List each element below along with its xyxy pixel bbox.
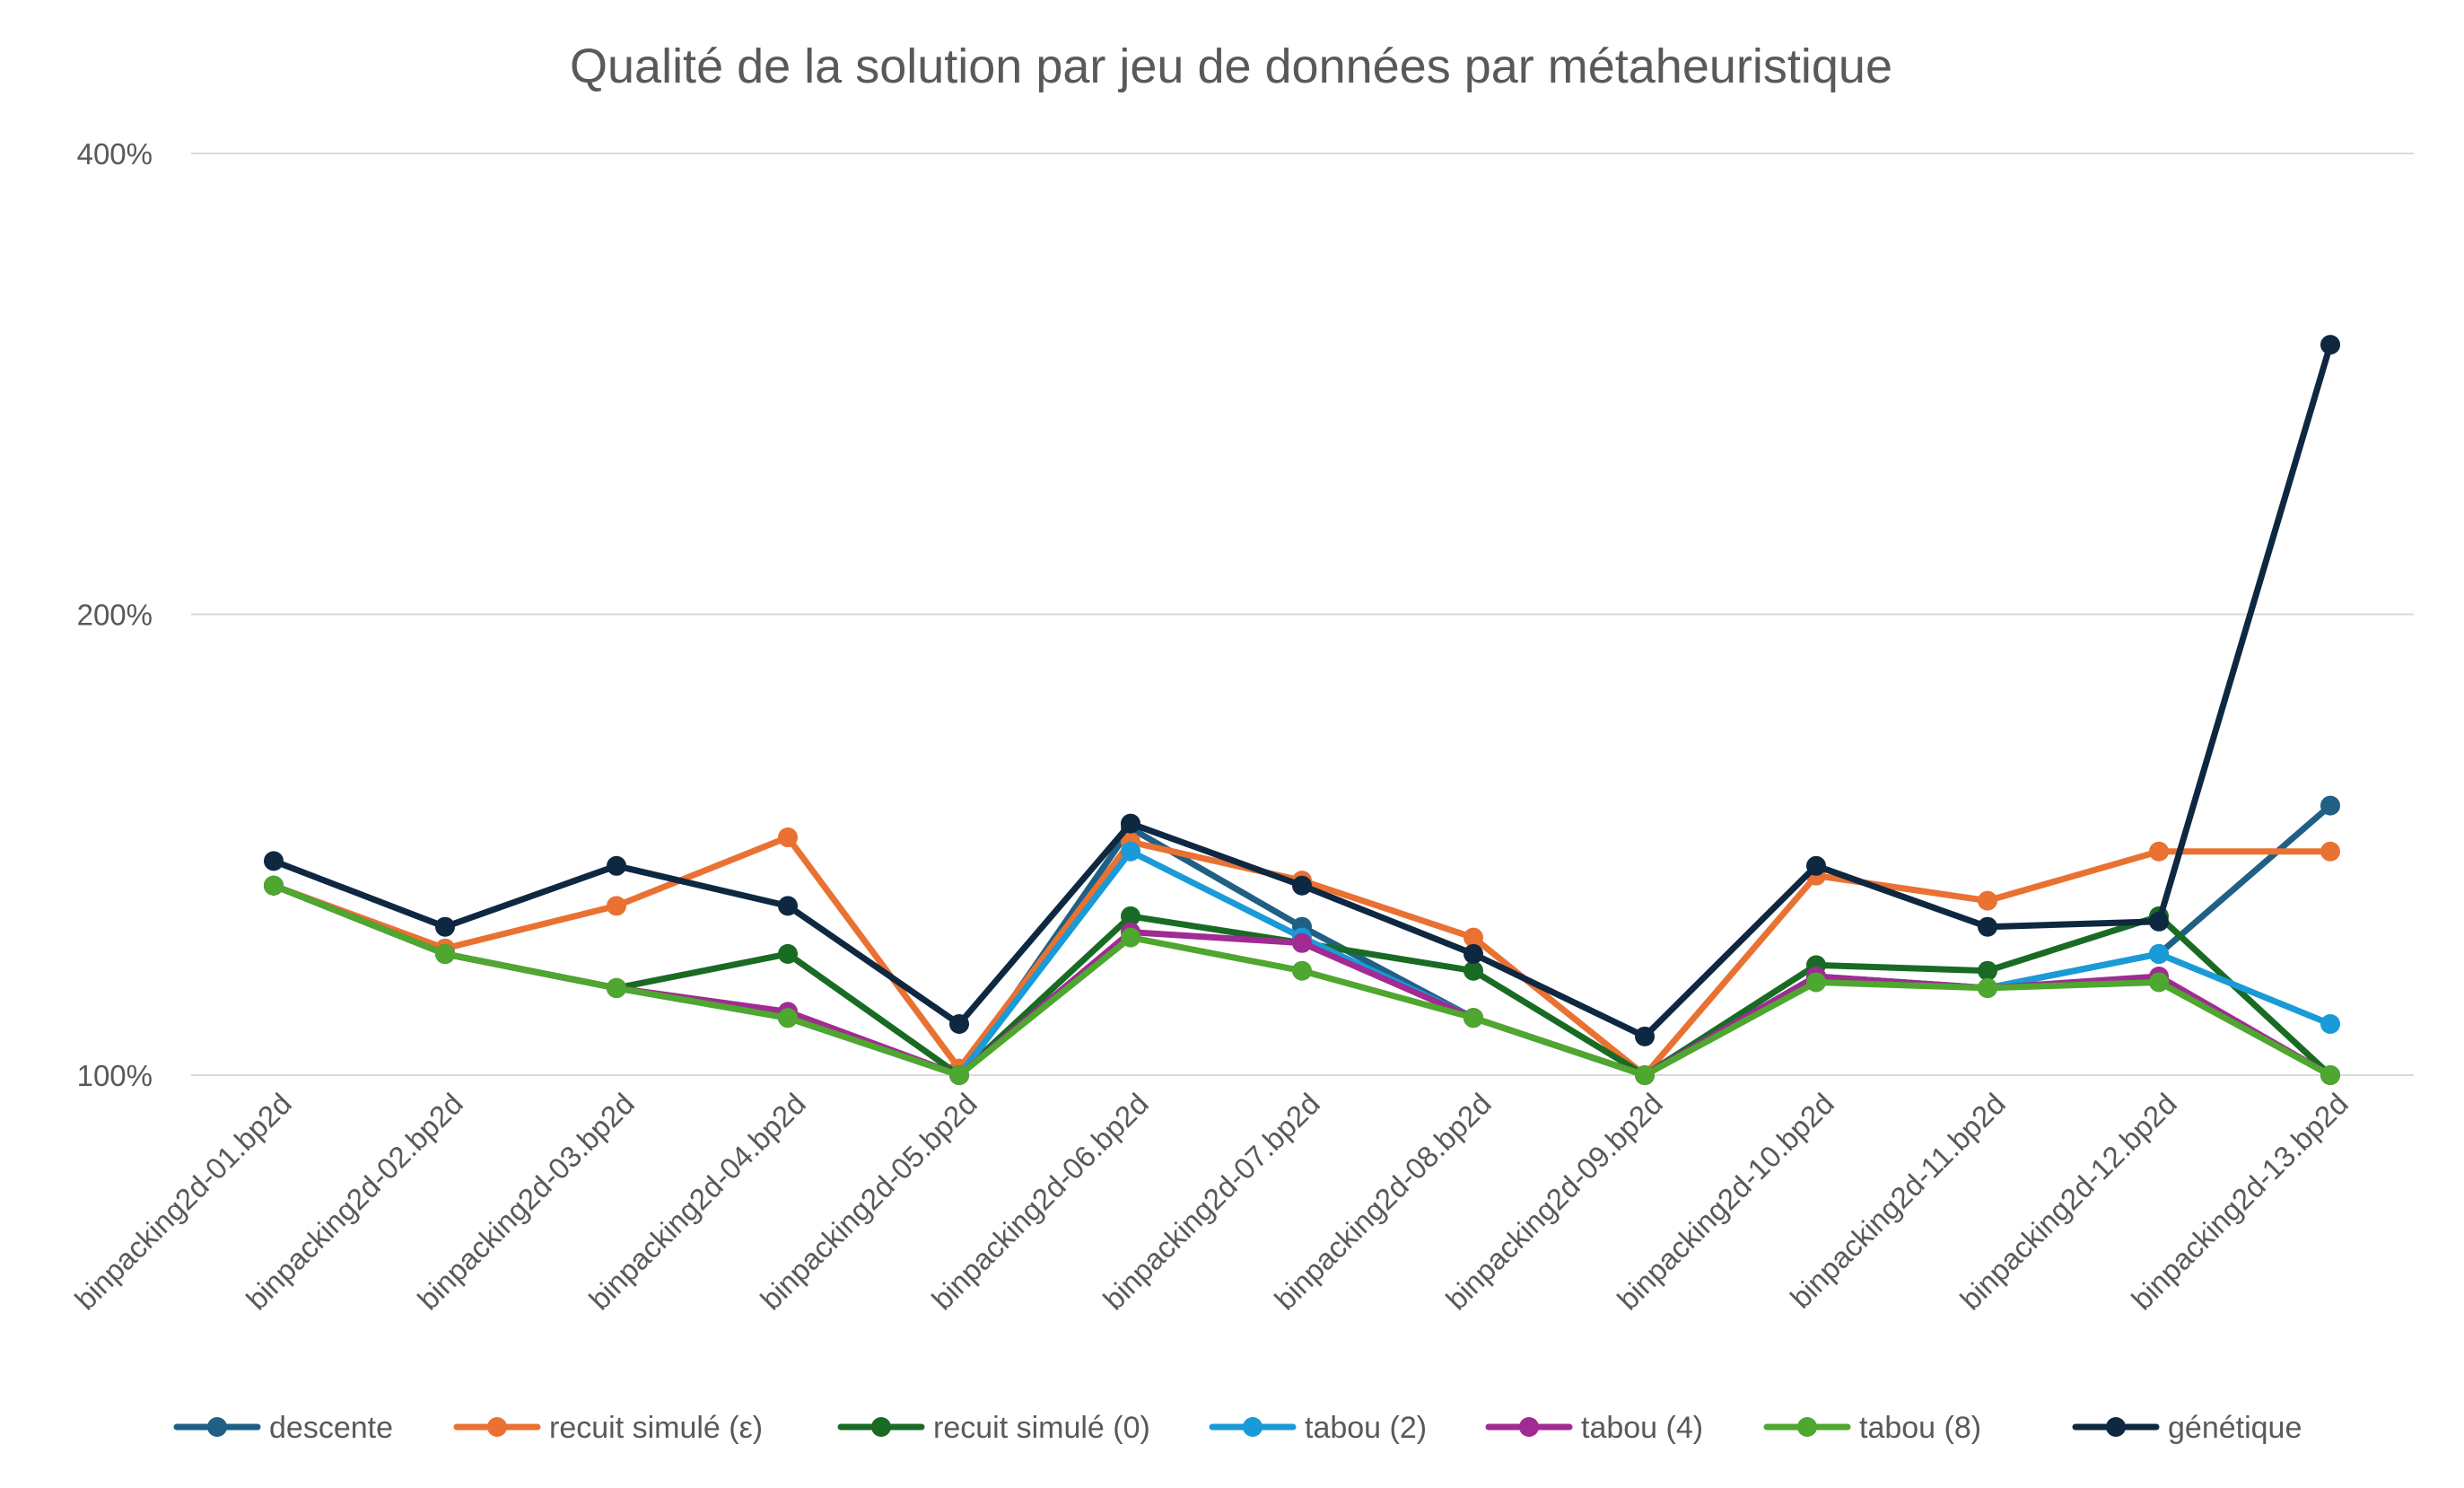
data-point[interactable]: [1464, 1008, 1483, 1028]
data-point[interactable]: [1464, 960, 1483, 981]
y-tick-label: 200%: [77, 599, 153, 632]
legend-label: tabou (2): [1305, 1411, 1427, 1445]
legend-label: recuit simulé (ε): [549, 1411, 763, 1445]
data-point[interactable]: [2320, 1013, 2340, 1034]
data-point[interactable]: [1978, 916, 1997, 937]
data-point[interactable]: [607, 896, 626, 916]
legend-label: descente: [269, 1411, 393, 1445]
data-point[interactable]: [1121, 841, 1140, 862]
y-tick-label: 100%: [77, 1059, 153, 1092]
data-point[interactable]: [1121, 906, 1140, 926]
legend-label: tabou (8): [1859, 1411, 1981, 1445]
data-point[interactable]: [607, 977, 626, 998]
data-point[interactable]: [1292, 932, 1312, 953]
y-axis-ticks: 100% 200% 400%: [77, 137, 153, 1092]
data-point[interactable]: [1978, 977, 1997, 998]
data-point[interactable]: [264, 875, 284, 896]
data-point[interactable]: [1806, 855, 1826, 876]
data-point[interactable]: [2149, 841, 2169, 862]
data-point[interactable]: [1464, 927, 1483, 948]
data-point[interactable]: [949, 1065, 969, 1085]
data-point[interactable]: [2149, 911, 2169, 932]
data-point[interactable]: [778, 1008, 798, 1028]
legend-item[interactable]: descente: [173, 1411, 393, 1445]
data-point[interactable]: [778, 943, 798, 964]
data-point[interactable]: [1978, 960, 1997, 981]
legend-marker: [871, 1417, 891, 1437]
legend-marker: [1243, 1417, 1263, 1437]
data-point[interactable]: [1464, 943, 1483, 964]
legend-marker: [1797, 1417, 1817, 1437]
data-point[interactable]: [607, 855, 626, 876]
data-point[interactable]: [435, 916, 455, 937]
data-point[interactable]: [435, 943, 455, 964]
legend-item[interactable]: tabou (2): [1209, 1411, 1427, 1445]
legend-item[interactable]: tabou (4): [1485, 1411, 1703, 1445]
data-point[interactable]: [2149, 943, 2169, 964]
legend[interactable]: descente recuit simulé (ε) recuit simulé (…: [173, 1411, 2302, 1445]
data-point[interactable]: [2320, 335, 2340, 355]
data-point[interactable]: [2320, 795, 2340, 816]
legend-marker: [487, 1417, 507, 1437]
series-6: [264, 335, 2340, 1046]
legend-label: tabou (4): [1581, 1411, 1703, 1445]
legend-label: génétique: [2168, 1411, 2302, 1445]
data-point[interactable]: [1635, 1065, 1655, 1085]
legend-item[interactable]: tabou (8): [1763, 1411, 1981, 1445]
legend-marker: [1519, 1417, 1539, 1437]
data-point[interactable]: [778, 896, 798, 916]
gridlines: [191, 153, 2414, 1076]
data-point[interactable]: [778, 827, 798, 848]
data-point[interactable]: [1121, 813, 1140, 834]
legend-item[interactable]: génétique: [2072, 1411, 2302, 1445]
legend-marker: [207, 1417, 227, 1437]
legend-marker: [2106, 1417, 2126, 1437]
data-point[interactable]: [1292, 960, 1312, 981]
chart-title: Qualité de la solution par jeu de donnée…: [570, 39, 1892, 93]
data-point[interactable]: [2320, 1065, 2340, 1085]
y-tick-label: 400%: [77, 137, 153, 171]
data-point[interactable]: [949, 1013, 969, 1034]
series-group: [264, 335, 2340, 1085]
data-point[interactable]: [1635, 1026, 1655, 1046]
data-point[interactable]: [2320, 841, 2340, 862]
data-point[interactable]: [1978, 890, 1997, 911]
series-5: [264, 875, 2340, 1085]
data-point[interactable]: [264, 851, 284, 871]
legend-item[interactable]: recuit simulé (0): [837, 1411, 1150, 1445]
data-point[interactable]: [1292, 875, 1312, 896]
data-point[interactable]: [1121, 927, 1140, 948]
legend-item[interactable]: recuit simulé (ε): [453, 1411, 763, 1445]
data-point[interactable]: [2149, 972, 2169, 993]
data-point[interactable]: [1806, 972, 1826, 993]
legend-label: recuit simulé (0): [933, 1411, 1150, 1445]
